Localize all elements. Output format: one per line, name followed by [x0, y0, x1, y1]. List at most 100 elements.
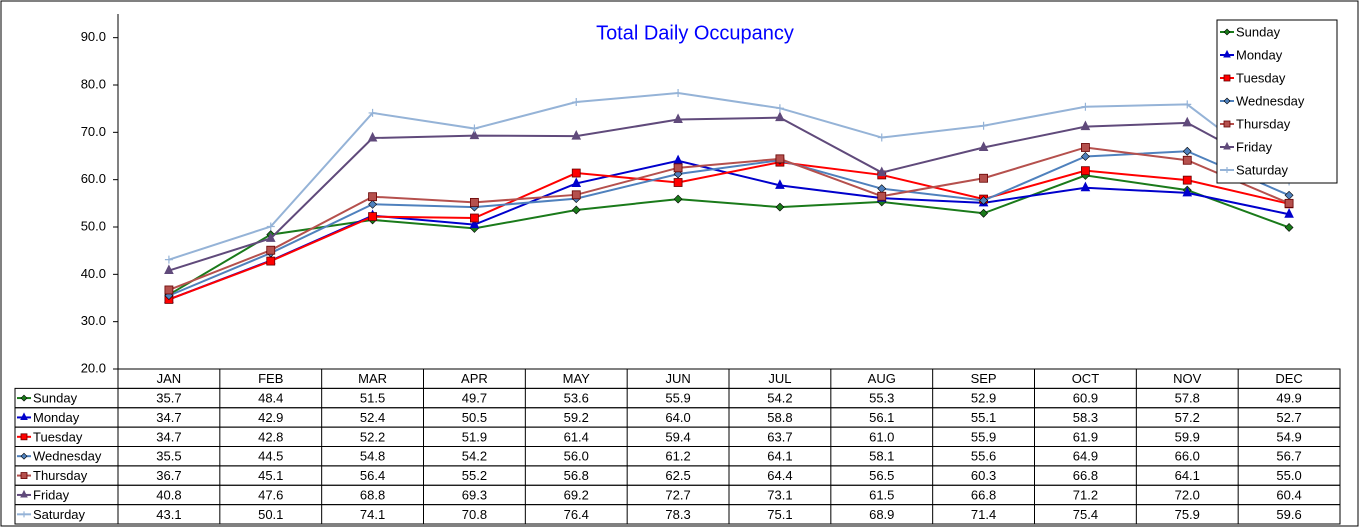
- series-marker: [1284, 208, 1294, 218]
- series-marker: [266, 222, 275, 231]
- table-value: 57.2: [1175, 410, 1200, 425]
- row-label: Friday: [33, 487, 70, 502]
- series-marker: [876, 166, 887, 177]
- table-value: 55.6: [971, 449, 996, 464]
- series-marker: [1081, 166, 1090, 176]
- table-value: 59.6: [1276, 507, 1301, 522]
- series-marker: [1081, 143, 1090, 152]
- y-tick-label: 60.0: [81, 171, 106, 186]
- series-marker: [368, 212, 377, 221]
- table-value: 59.9: [1175, 429, 1200, 444]
- series-marker: [775, 111, 785, 122]
- table-value: 64.1: [767, 449, 792, 464]
- series-marker: [469, 218, 480, 229]
- x-tick-label: MAY: [563, 371, 591, 386]
- series-marker: [368, 108, 377, 117]
- series-line: [168, 146, 1290, 291]
- series-marker: [1183, 100, 1192, 109]
- y-tick-label: 40.0: [81, 266, 106, 281]
- series-marker: [572, 98, 581, 107]
- series-marker: [673, 113, 683, 124]
- table-value: 75.9: [1175, 507, 1200, 522]
- table-value: 68.8: [360, 487, 385, 502]
- table-value: 78.3: [665, 507, 690, 522]
- x-tick-label: APR: [461, 371, 488, 386]
- table-value: 75.1: [767, 507, 792, 522]
- table-value: 70.8: [462, 507, 487, 522]
- table-value: 35.7: [156, 391, 181, 406]
- table-value: 61.5: [869, 487, 894, 502]
- table-value: 45.1: [258, 468, 283, 483]
- legend-key-marker: [1223, 120, 1231, 128]
- series-marker: [1182, 186, 1193, 197]
- table-value: 54.2: [462, 449, 487, 464]
- table-value: 61.9: [1073, 429, 1098, 444]
- series-marker: [1080, 120, 1091, 131]
- table-value: 55.0: [1276, 468, 1301, 483]
- table-value: 56.5: [869, 468, 894, 483]
- table-value: 68.9: [869, 507, 894, 522]
- series-marker: [164, 264, 174, 275]
- legend-label: Thursday: [1236, 116, 1291, 131]
- legend-label: Saturday: [1236, 162, 1289, 177]
- legend-key-marker: [1223, 141, 1231, 150]
- series-marker: [775, 154, 785, 164]
- table-value: 58.8: [767, 410, 792, 425]
- legend-label: Sunday: [1236, 24, 1281, 39]
- series-marker: [775, 104, 784, 113]
- series-marker: [368, 192, 377, 202]
- series-marker: [571, 190, 581, 200]
- series-marker: [367, 131, 378, 142]
- series-marker: [265, 232, 276, 242]
- table-value: 76.4: [564, 507, 589, 522]
- table-value: 55.1: [971, 410, 996, 425]
- legend-key-marker: [20, 472, 28, 479]
- row-label: Sunday: [33, 391, 78, 406]
- x-tick-label: JUL: [768, 371, 791, 386]
- table-value: 56.4: [360, 468, 385, 483]
- table-value: 66.8: [971, 487, 996, 502]
- legend-key-marker: [1223, 97, 1231, 105]
- y-tick-label: 20.0: [81, 360, 106, 375]
- table-value: 69.2: [564, 487, 589, 502]
- legend-label: Wednesday: [1236, 93, 1305, 108]
- table-value: 60.9: [1073, 391, 1098, 406]
- series-marker: [979, 121, 988, 130]
- table-value: 52.7: [1276, 410, 1301, 425]
- table-value: 36.7: [156, 468, 181, 483]
- table-value: 60.3: [971, 468, 996, 483]
- data-table: JAN FEB MAR APR MAY JUN JUL AUG SEP OCT NOV DEC Sund…: [14, 368, 1341, 525]
- series-marker: [775, 179, 785, 189]
- table-value: 71.2: [1073, 487, 1098, 502]
- table-value: 61.2: [665, 449, 690, 464]
- row-label: Thursday: [33, 468, 88, 483]
- legend-key-marker: [1223, 49, 1231, 58]
- series-marker: [266, 245, 276, 255]
- table-value: 52.4: [360, 410, 385, 425]
- legend-label: Friday: [1236, 139, 1273, 154]
- table-value: 44.5: [258, 449, 283, 464]
- series-marker: [1080, 152, 1090, 161]
- legend-key-marker: [21, 511, 27, 518]
- table-value: 42.8: [258, 429, 283, 444]
- table-value: 56.0: [564, 449, 589, 464]
- table-value: 73.1: [767, 487, 792, 502]
- table-value: 43.1: [156, 507, 181, 522]
- table-value: 58.1: [869, 449, 894, 464]
- table-value: 72.0: [1175, 487, 1200, 502]
- series-marker: [979, 208, 989, 218]
- table-value: 52.2: [360, 429, 385, 444]
- x-tick-label: FEB: [258, 371, 283, 386]
- table-value: 55.9: [665, 391, 690, 406]
- legend-key-marker: [1223, 74, 1231, 82]
- series-marker: [673, 194, 683, 204]
- table-value: 63.7: [767, 429, 792, 444]
- series-marker: [470, 213, 479, 223]
- table-value: 42.9: [258, 410, 283, 425]
- table-value: 34.7: [156, 410, 181, 425]
- table-value: 56.1: [869, 410, 894, 425]
- series-marker: [470, 124, 479, 133]
- x-tick-label: JUN: [665, 371, 690, 386]
